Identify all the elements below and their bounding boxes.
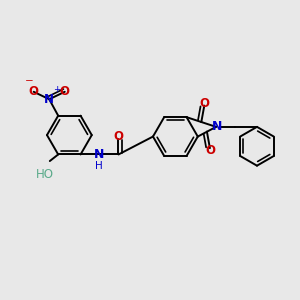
Text: H: H [95,161,103,171]
Text: O: O [199,97,209,110]
Text: N: N [212,120,223,134]
Text: −: − [25,76,34,86]
Text: O: O [60,85,70,98]
Text: O: O [113,130,124,143]
Text: O: O [29,85,39,98]
Text: N: N [94,148,104,161]
Text: HO: HO [36,168,54,181]
Text: N: N [44,93,54,106]
Text: +: + [53,85,60,94]
Text: O: O [205,144,215,157]
